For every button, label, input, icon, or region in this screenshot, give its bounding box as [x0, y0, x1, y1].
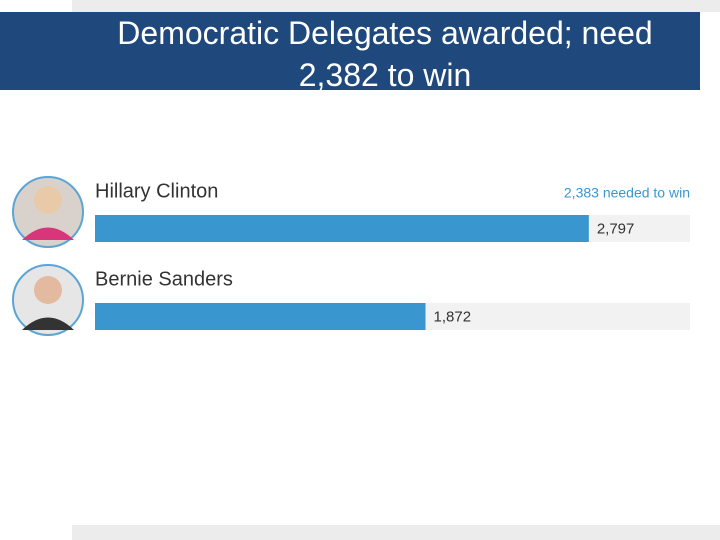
- value-label: 2,797: [597, 220, 635, 237]
- top-strip: [72, 0, 720, 12]
- category-label: Bernie Sanders: [95, 268, 233, 290]
- chart-title: Democratic Delegates awarded; need 2,382…: [117, 15, 653, 93]
- value-label: 1,872: [434, 308, 472, 325]
- bar: [95, 215, 589, 242]
- category-label: Hillary Clinton: [95, 180, 218, 202]
- bar: [95, 303, 426, 330]
- bottom-strip: [72, 525, 720, 540]
- title-bar: [0, 12, 700, 90]
- annotation: 2,383 needed to win: [564, 185, 690, 201]
- portrait-face: [34, 186, 62, 214]
- portrait-body: [22, 227, 74, 240]
- portrait-face: [34, 276, 62, 304]
- portrait-body: [22, 317, 74, 330]
